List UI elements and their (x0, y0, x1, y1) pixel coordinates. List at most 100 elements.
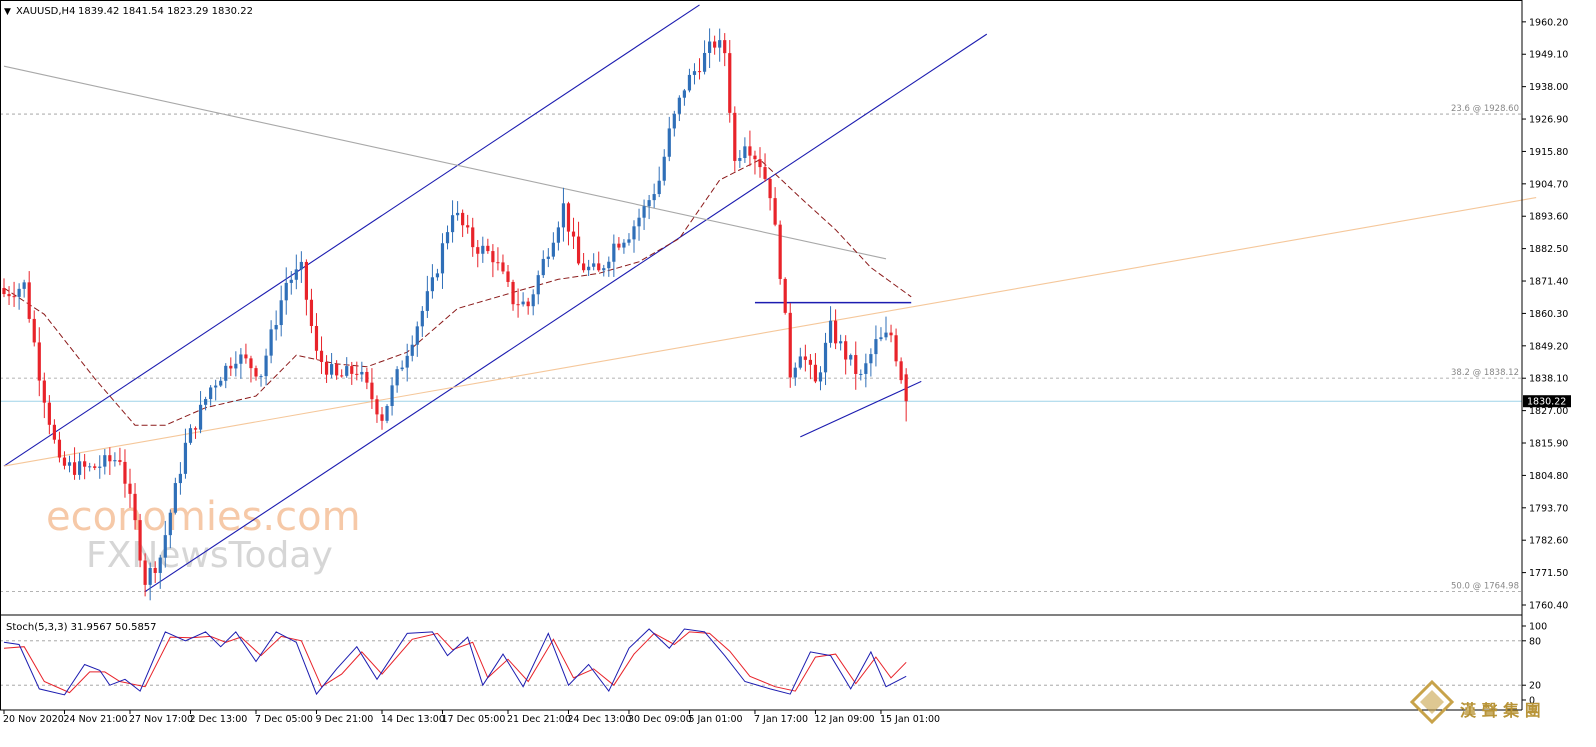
candle-body[interactable] (551, 242, 555, 257)
candle-body[interactable] (823, 342, 828, 373)
candle-body[interactable] (738, 158, 742, 161)
candle-body[interactable] (249, 358, 253, 369)
candle-body[interactable] (425, 291, 429, 311)
candle-body[interactable] (239, 354, 243, 364)
candle-body[interactable] (355, 373, 359, 375)
candle-body[interactable] (682, 90, 686, 98)
candle-body[interactable] (304, 261, 308, 300)
candle-body[interactable] (461, 212, 465, 226)
candle-body[interactable] (471, 227, 475, 248)
candle-body[interactable] (17, 288, 21, 297)
candle-body[interactable] (214, 385, 218, 388)
candle-body[interactable] (264, 355, 268, 377)
candle-body[interactable] (582, 263, 586, 271)
candle-body[interactable] (587, 266, 591, 271)
candle-body[interactable] (193, 428, 198, 430)
candle-body[interactable] (198, 404, 203, 430)
candle-body[interactable] (612, 243, 616, 262)
candle-body[interactable] (314, 325, 319, 351)
candle-body[interactable] (617, 243, 621, 248)
candle-body[interactable] (702, 52, 707, 72)
candle-body[interactable] (72, 462, 77, 475)
candle-body[interactable] (178, 473, 182, 484)
candle-body[interactable] (808, 359, 812, 365)
candle-body[interactable] (299, 261, 303, 270)
candle-body[interactable] (12, 296, 16, 298)
candle-body[interactable] (47, 402, 51, 425)
candle-body[interactable] (168, 512, 172, 536)
candle-body[interactable] (284, 282, 288, 301)
candle-body[interactable] (466, 225, 470, 228)
candle-body[interactable] (158, 557, 162, 573)
candle-body[interactable] (506, 271, 510, 282)
candle-body[interactable] (450, 215, 455, 233)
candle-body[interactable] (340, 375, 344, 377)
candle-body[interactable] (2, 288, 6, 295)
candle-body[interactable] (67, 462, 72, 466)
candle-body[interactable] (88, 466, 92, 468)
candle-body[interactable] (415, 326, 419, 345)
candle-body[interactable] (400, 367, 404, 370)
candle-body[interactable] (330, 364, 334, 375)
candle-body[interactable] (420, 310, 424, 327)
candle-body[interactable] (476, 247, 480, 254)
candle-body[interactable] (733, 112, 737, 161)
candle-body[interactable] (743, 146, 747, 159)
candle-body[interactable] (269, 329, 273, 356)
candle-body[interactable] (561, 203, 566, 228)
candle-body[interactable] (632, 226, 636, 240)
candle-body[interactable] (390, 385, 394, 406)
candle-body[interactable] (622, 242, 626, 248)
candle-body[interactable] (828, 320, 833, 343)
candle-body[interactable] (360, 371, 364, 375)
candle-body[interactable] (874, 339, 878, 355)
candle-body[interactable] (188, 428, 193, 443)
candle-body[interactable] (652, 194, 656, 201)
candle-body[interactable] (813, 364, 818, 382)
candle-body[interactable] (566, 203, 571, 232)
candle-body[interactable] (839, 341, 843, 344)
candle-body[interactable] (496, 262, 500, 264)
candle-body[interactable] (662, 156, 666, 181)
candle-body[interactable] (526, 301, 530, 307)
candle-body[interactable] (37, 342, 41, 381)
candle-body[interactable] (647, 200, 651, 207)
candle-body[interactable] (380, 414, 384, 421)
candle-body[interactable] (672, 113, 676, 129)
candle-body[interactable] (57, 439, 62, 458)
candle-body[interactable] (859, 373, 863, 375)
candle-body[interactable] (516, 304, 520, 306)
candle-body[interactable] (234, 363, 238, 369)
candle-body[interactable] (818, 372, 823, 382)
candle-body[interactable] (294, 269, 298, 280)
candle-body[interactable] (133, 493, 137, 521)
candle-body[interactable] (128, 483, 132, 494)
candle-body[interactable] (259, 376, 263, 378)
candle-body[interactable] (224, 365, 228, 381)
candle-body[interactable] (521, 301, 525, 305)
candle-body[interactable] (627, 239, 631, 243)
candle-body[interactable] (869, 354, 873, 364)
candle-body[interactable] (491, 251, 495, 263)
candle-body[interactable] (773, 198, 777, 225)
candle-body[interactable] (576, 236, 581, 264)
candle-body[interactable] (7, 294, 11, 297)
candle-body[interactable] (430, 277, 434, 292)
candle-body[interactable] (592, 263, 596, 267)
candle-body[interactable] (803, 356, 807, 360)
trendline-support-rising[interactable] (800, 380, 922, 438)
candle-body[interactable] (758, 159, 762, 168)
candle-body[interactable] (83, 461, 87, 467)
candle-body[interactable] (713, 41, 717, 48)
candle-body[interactable] (78, 461, 82, 475)
candle-body[interactable] (42, 380, 46, 403)
collapse-arrow-icon[interactable]: ▼ (4, 7, 11, 17)
candle-body[interactable] (637, 217, 641, 227)
candle-body[interactable] (254, 368, 258, 377)
candle-body[interactable] (62, 457, 67, 466)
candle-body[interactable] (788, 312, 792, 378)
candle-body[interactable] (687, 74, 692, 91)
candle-body[interactable] (370, 382, 374, 400)
trendline-channel-lower[interactable] (144, 33, 988, 593)
